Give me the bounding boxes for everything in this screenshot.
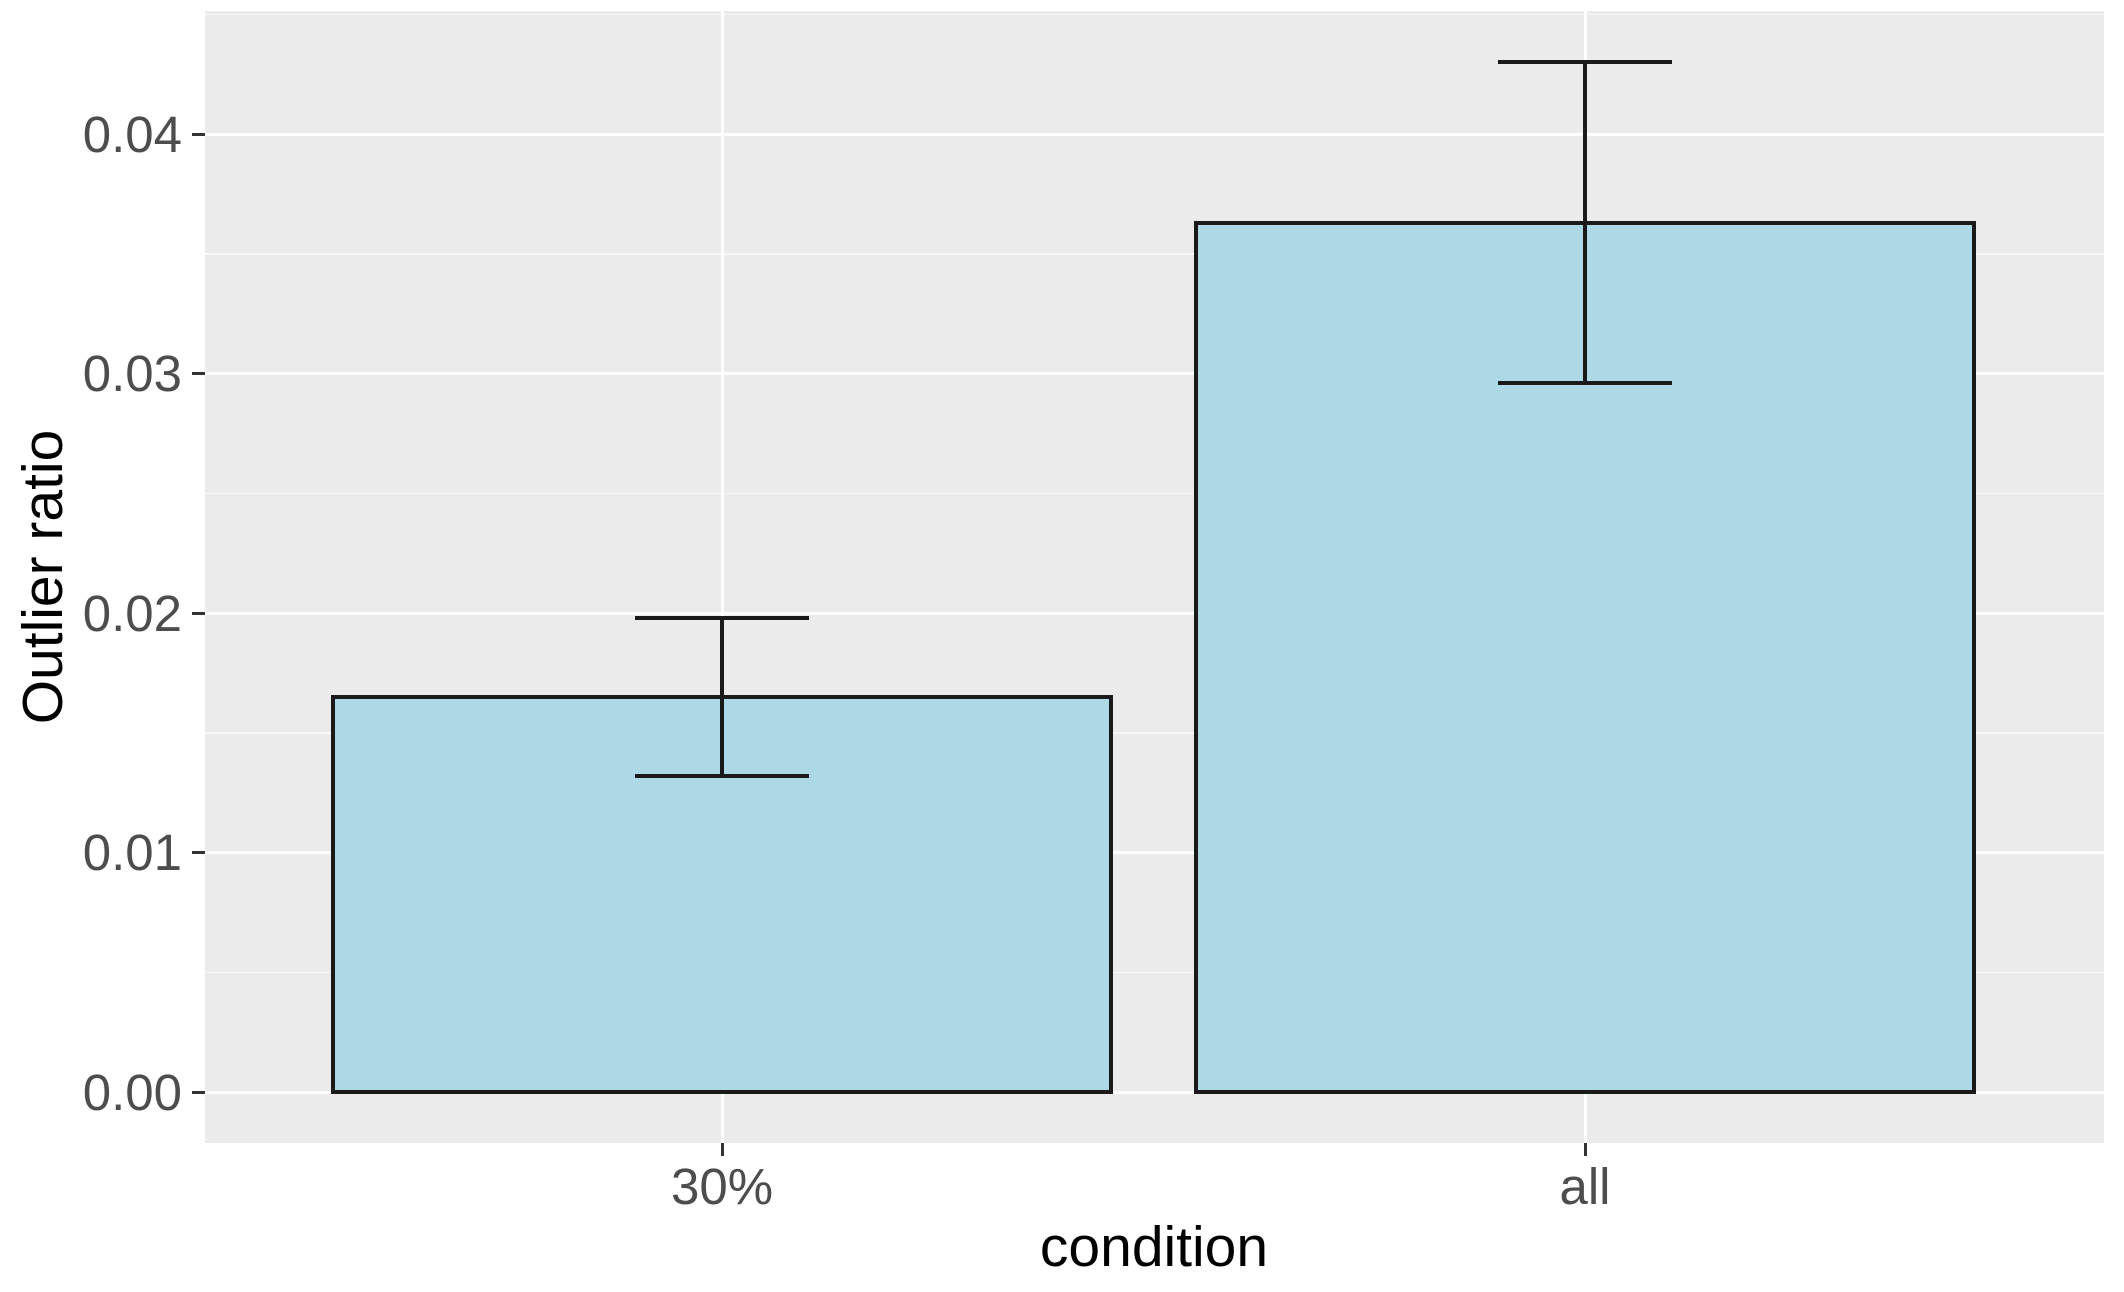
x-axis-title: condition <box>1039 1215 1269 1279</box>
y-tick-mark <box>192 611 205 615</box>
y-tick-mark <box>192 372 205 375</box>
error-bar-cap-bottom <box>1498 381 1672 386</box>
error-bar-cap-top <box>635 615 809 620</box>
y-tick-label: 0.04 <box>82 105 182 163</box>
x-tick-label: all <box>1559 1158 1611 1215</box>
x-tick-mark <box>1583 1143 1587 1156</box>
y-tick-mark <box>192 132 205 136</box>
y-tick-label: 0.00 <box>82 1063 182 1121</box>
category-gridline <box>720 11 724 1143</box>
x-tick-mark <box>720 1143 724 1156</box>
y-tick-mark <box>192 851 205 854</box>
major-gridline <box>205 372 2104 375</box>
minor-gridline <box>205 13 2104 15</box>
minor-gridline <box>205 971 2104 973</box>
minor-gridline <box>205 732 2104 734</box>
x-tick-label: 30% <box>670 1158 774 1215</box>
error-bar-cap-bottom <box>635 773 809 778</box>
error-bar-line <box>720 617 724 776</box>
y-tick-label: 0.01 <box>82 824 182 881</box>
major-gridline <box>205 851 2104 854</box>
error-bar-cap-top <box>1498 60 1672 65</box>
y-tick-mark <box>192 1090 205 1094</box>
major-gridline <box>205 132 2104 136</box>
major-gridline <box>205 611 2104 615</box>
major-gridline <box>205 1090 2104 1094</box>
minor-gridline <box>205 253 2104 255</box>
y-tick-label: 0.03 <box>82 345 182 402</box>
error-bar-line <box>1583 62 1587 384</box>
y-axis-title: Outlier ratio <box>11 429 75 725</box>
minor-gridline <box>205 492 2104 494</box>
plot-panel <box>205 11 2104 1143</box>
y-tick-label: 0.02 <box>82 584 182 642</box>
